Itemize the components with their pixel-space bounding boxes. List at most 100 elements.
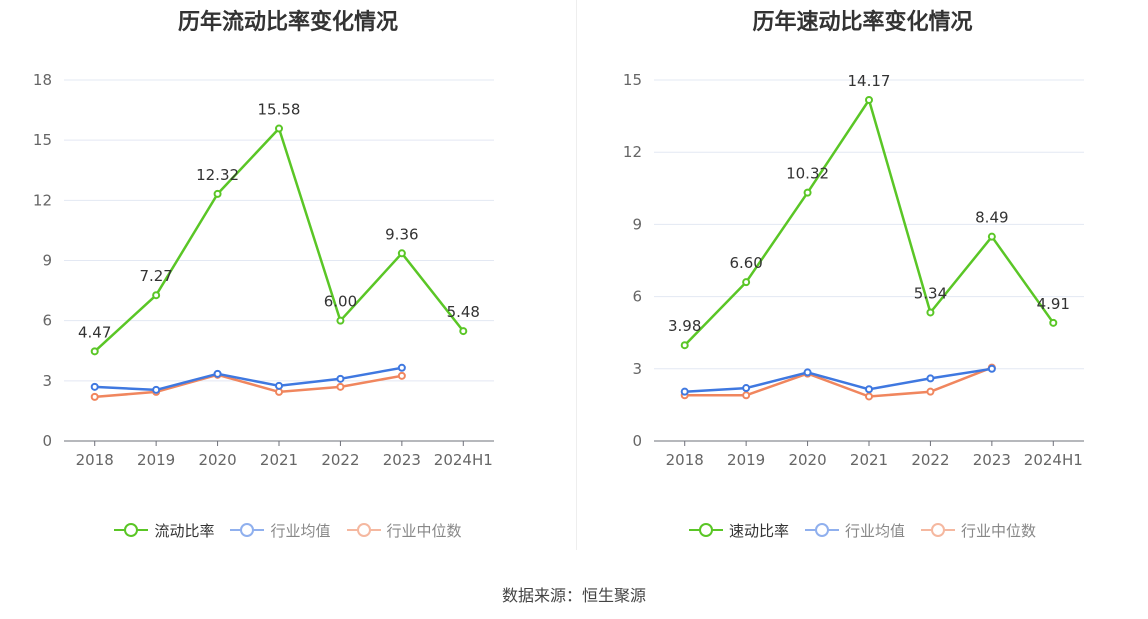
legend-label: 速动比率 [728, 521, 789, 540]
y-tick-label: 12 [33, 191, 52, 209]
legend-item-current-ratio[interactable]: 流动比率 [114, 518, 214, 542]
data-label: 8.49 [975, 209, 1008, 227]
industry-average-series-point [803, 368, 812, 377]
data-label: 12.32 [196, 166, 239, 184]
x-tick-label: 2020 [788, 451, 826, 469]
panel-divider [576, 0, 577, 550]
current-ratio-chart: 0 3 6 9 12 15 18 2018 2019 2020 2021 2022 2023 2024H1… [33, 71, 494, 469]
industry-median-series-line [684, 366, 993, 398]
industry-average-series-point [987, 364, 996, 373]
legend-label: 行业中位数 [386, 521, 462, 540]
y-tick-label: 0 [632, 432, 642, 450]
legend-item-industry-average[interactable]: 行业均值 [230, 518, 331, 542]
x-tick-label: 2023 [973, 451, 1011, 469]
data-label: 3.98 [668, 317, 701, 335]
x-tick-label: 2021 [850, 451, 888, 469]
data-label: 6.60 [729, 254, 762, 272]
legend-line-circle-icon [114, 522, 149, 538]
main-series-point [742, 278, 751, 287]
x-tick-label: 2024H1 [434, 451, 493, 469]
data-label: 4.47 [78, 323, 111, 341]
industry-average-series-point [865, 385, 873, 394]
industry-average-series-line [684, 367, 993, 393]
data-label: 5.34 [914, 284, 947, 302]
legend: 流动比率 行业均值 行业中位数 [0, 518, 576, 542]
main-series-point [152, 291, 161, 300]
legend-item-industry-average[interactable]: 行业均值 [804, 518, 905, 542]
legend-line-circle-icon [921, 522, 955, 538]
main-series-point [459, 327, 468, 336]
y-tick-label: 0 [42, 432, 52, 450]
legend-label: 行业均值 [270, 521, 331, 540]
y-tick-label: 18 [33, 71, 52, 89]
legend-line-circle-icon [346, 522, 381, 538]
data-label: 5.48 [447, 303, 480, 321]
main-series-point [987, 232, 996, 241]
x-tick-label: 2019 [137, 451, 175, 469]
y-tick-label: 3 [632, 360, 642, 378]
industry-median-series-point [926, 387, 935, 396]
x-tick-label: 2019 [727, 451, 765, 469]
data-label: 15.58 [258, 101, 301, 119]
legend-line-circle-icon [804, 522, 839, 538]
main-series-point [865, 95, 873, 104]
x-tick-label: 2021 [260, 451, 298, 469]
industry-average-series-point [336, 374, 345, 383]
quick-ratio-chart: 0 3 6 9 12 15 2018 2019 2020 2021 2022 2023 2024H1 3.… [623, 71, 1084, 469]
x-tick-label: 2023 [383, 451, 421, 469]
y-tick-label: 12 [623, 143, 642, 161]
y-tick-label: 15 [623, 71, 642, 89]
y-tick-label: 9 [42, 252, 52, 270]
industry-average-series-point [152, 385, 161, 394]
main-series-point [926, 308, 935, 317]
legend: 速动比率 行业均值 行业中位数 [577, 518, 1148, 542]
main-series-point [90, 347, 99, 356]
legend-label: 行业中位数 [961, 521, 1037, 540]
x-tick-label: 2018 [666, 451, 704, 469]
x-tick-label: 2022 [321, 451, 359, 469]
main-series-point [336, 316, 345, 325]
x-tick-label: 2022 [911, 451, 949, 469]
legend-item-quick-ratio[interactable]: 速动比率 [688, 518, 789, 542]
industry-average-series-point [275, 381, 283, 390]
industry-median-series-point [742, 391, 751, 400]
industry-median-series-point [336, 382, 345, 391]
legend-label: 流动比率 [154, 521, 215, 540]
legend-item-industry-median[interactable]: 行业中位数 [921, 518, 1036, 542]
current-ratio-panel: 历年流动比率变化情况 0 3 6 9 12 15 18 2018 2019 2020 2021 202… [0, 0, 576, 560]
data-source: 数据来源：恒生聚源 [501, 586, 646, 605]
data-label: 4.91 [1037, 295, 1070, 313]
chart-title: 历年速动比率变化情况 [752, 10, 973, 35]
main-series-point [680, 341, 689, 350]
main-series-point [275, 124, 283, 133]
legend-line-circle-icon [688, 522, 723, 538]
x-tick-label: 2018 [76, 451, 114, 469]
y-tick-label: 15 [33, 131, 52, 149]
industry-average-series-point [926, 374, 935, 383]
data-label: 14.17 [848, 72, 891, 90]
quick-ratio-panel: 历年速动比率变化情况 0 3 6 9 12 15 2018 2019 2020 2021 2022 2… [577, 0, 1148, 560]
chart-title: 历年流动比率变化情况 [177, 10, 398, 35]
main-series-point [213, 189, 222, 198]
legend-line-circle-icon [230, 522, 265, 538]
y-tick-label: 6 [42, 312, 52, 330]
industry-average-series-point [213, 369, 222, 378]
industry-average-series-line [94, 366, 403, 392]
y-tick-label: 3 [42, 372, 52, 390]
data-label: 9.36 [385, 225, 418, 243]
industry-average-series-point [742, 384, 751, 393]
legend-item-industry-median[interactable]: 行业中位数 [346, 518, 462, 542]
data-label: 7.27 [139, 267, 172, 285]
legend-label: 行业均值 [844, 521, 905, 540]
industry-median-series-line [94, 373, 403, 399]
industry-median-series-point [865, 392, 873, 401]
x-tick-label: 2024H1 [1024, 451, 1083, 469]
industry-average-series-point [680, 387, 689, 396]
industry-median-series-point [397, 371, 406, 380]
main-series-point [1049, 318, 1058, 327]
x-tick-label: 2020 [198, 451, 236, 469]
industry-average-series-point [90, 382, 99, 391]
data-label: 6.00 [324, 293, 357, 311]
industry-median-series-point [90, 392, 99, 401]
data-label: 10.32 [786, 165, 829, 183]
